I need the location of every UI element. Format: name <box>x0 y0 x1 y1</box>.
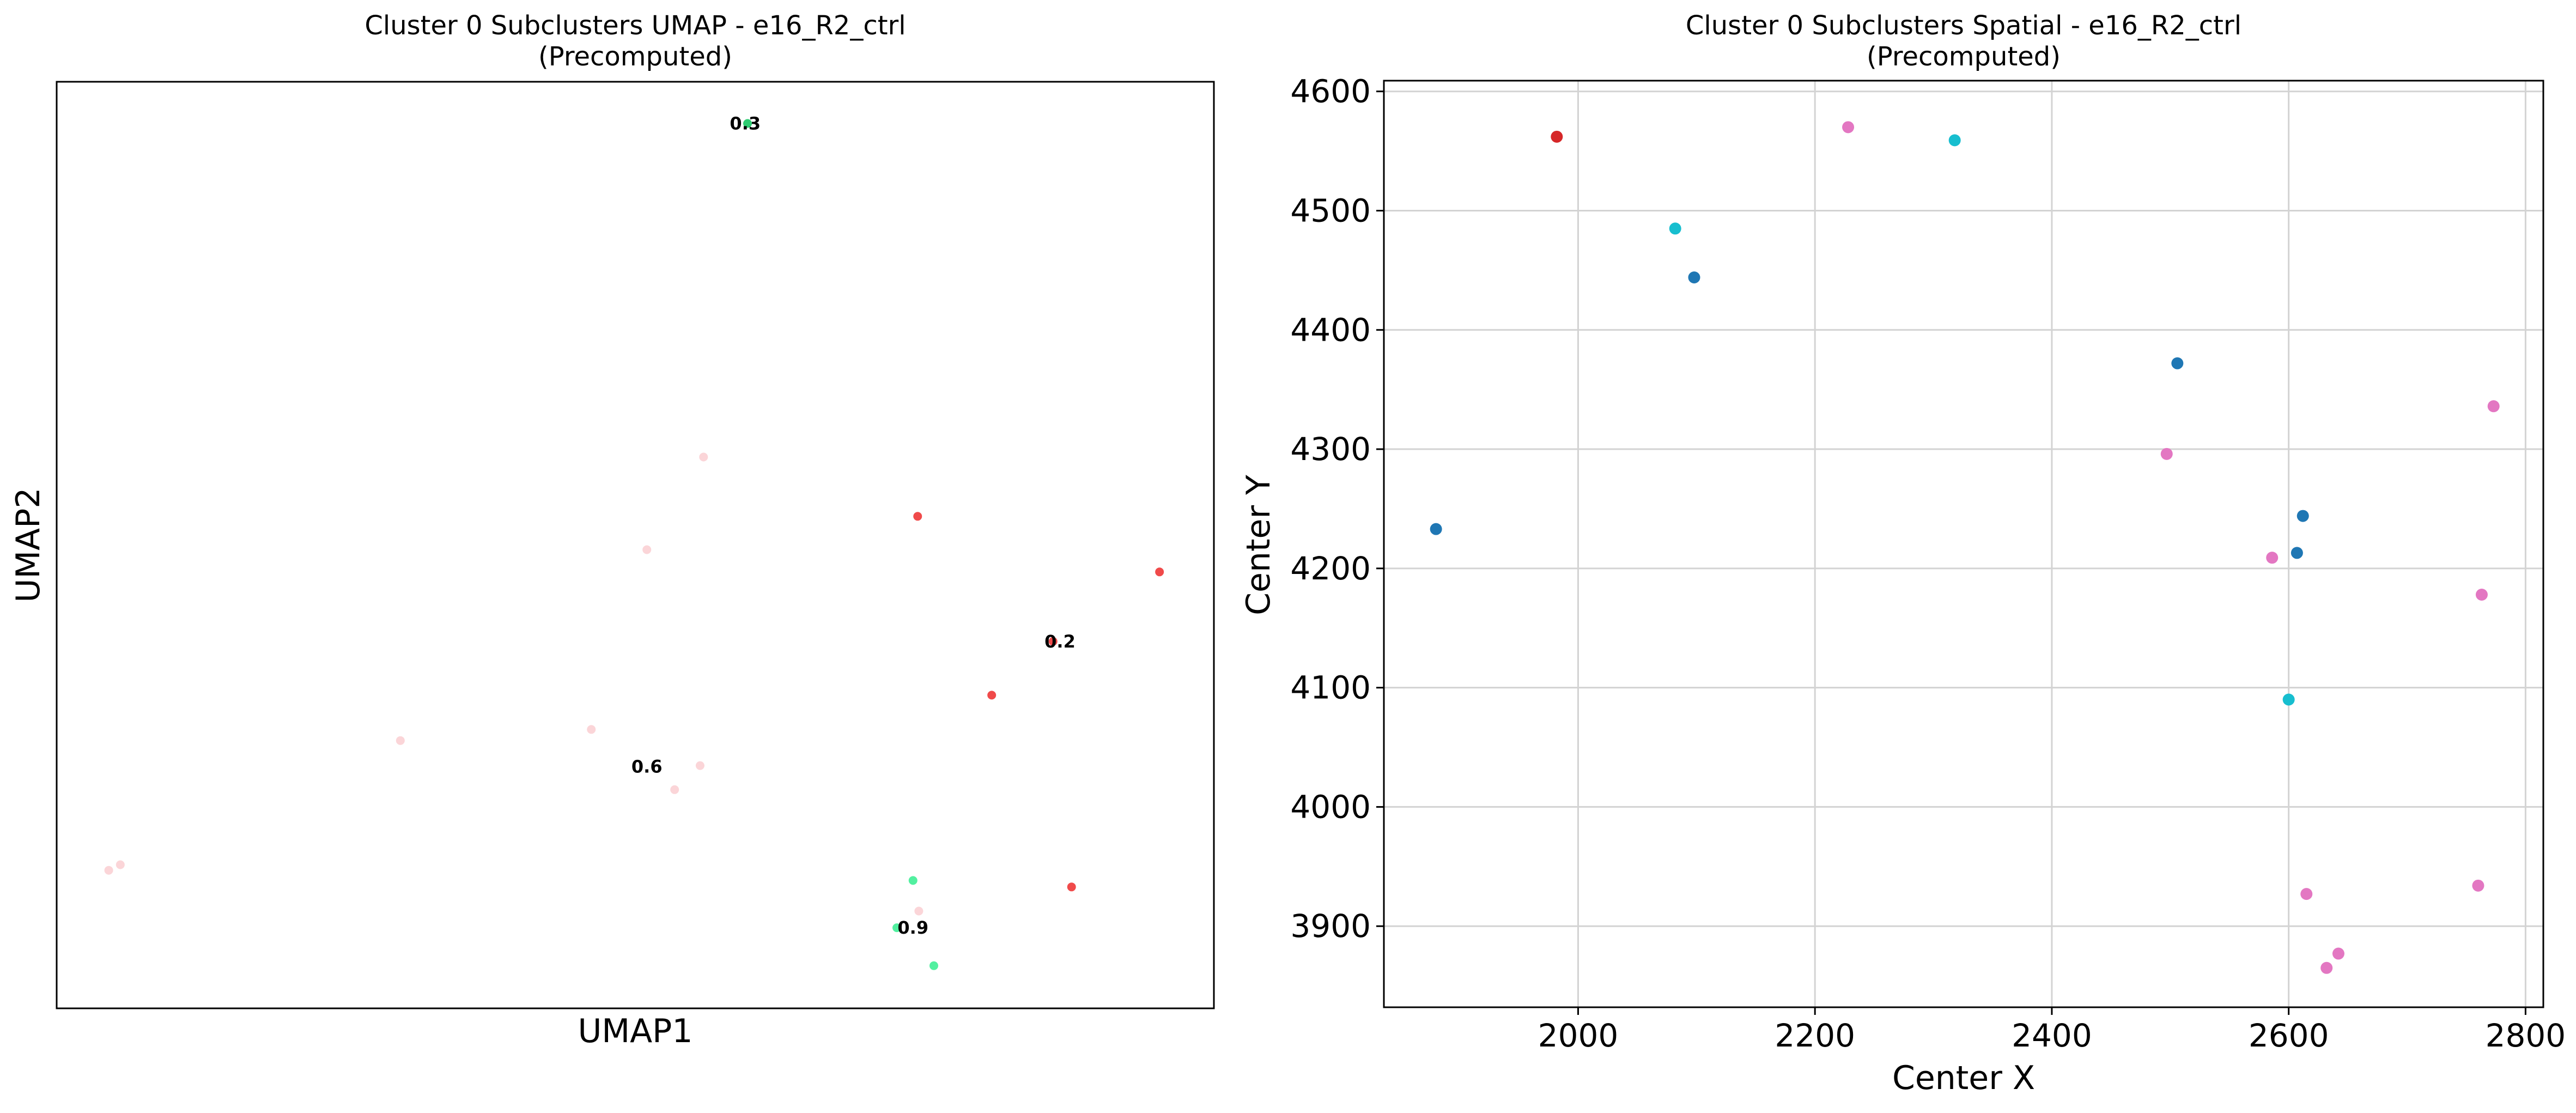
spatial-y-tick-label: 4500 <box>1290 192 1371 229</box>
spatial-point <box>1688 271 1700 284</box>
umap-cluster-label: 0.2 <box>1044 631 1076 652</box>
umap-point <box>695 761 704 770</box>
spatial-ticks: 2000 2200 2400 2600 2800 3900 4000 4100 4200 4300… <box>1290 73 2566 1054</box>
umap-panel: Cluster 0 Subclusters UMAP - e16_R2_ctrl… <box>9 10 1215 1050</box>
umap-point <box>1155 567 1164 577</box>
spatial-point <box>2332 947 2344 960</box>
spatial-point <box>2472 879 2484 892</box>
spatial-point <box>2160 447 2173 460</box>
spatial-point <box>2300 888 2313 900</box>
umap-point <box>913 512 922 521</box>
umap-point <box>892 923 902 933</box>
spatial-point <box>2320 961 2333 974</box>
spatial-point <box>1948 134 1961 147</box>
spatial-y-tick-label: 4000 <box>1290 788 1371 825</box>
umap-points <box>104 119 1164 970</box>
spatial-y-tick-label: 4200 <box>1290 550 1371 587</box>
umap-point <box>929 961 938 970</box>
spatial-point <box>2475 588 2488 601</box>
spatial-x-tick-label: 2400 <box>2012 1017 2092 1054</box>
umap-x-axis-label: UMAP1 <box>578 1012 692 1050</box>
umap-point <box>642 545 652 554</box>
spatial-title-line1: Cluster 0 Subclusters Spatial - e16_R2_c… <box>1686 10 2241 41</box>
umap-point <box>908 876 918 885</box>
spatial-grid <box>1384 81 2543 1007</box>
spatial-point <box>1842 121 1855 134</box>
spatial-point <box>2296 510 2309 522</box>
spatial-points <box>1430 121 2500 974</box>
spatial-x-tick-label: 2000 <box>1538 1017 1619 1054</box>
umap-point <box>116 860 125 869</box>
spatial-y-tick-label: 4100 <box>1290 669 1371 706</box>
spatial-point <box>2266 552 2279 564</box>
umap-point <box>699 452 708 462</box>
umap-point <box>1048 637 1058 646</box>
umap-plot-frame <box>56 81 1215 1009</box>
spatial-point <box>1430 523 1442 535</box>
spatial-x-tick-label: 2600 <box>2249 1017 2329 1054</box>
umap-title-line1: Cluster 0 Subclusters UMAP - e16_R2_ctrl <box>364 10 906 41</box>
spatial-point <box>1551 130 1563 143</box>
spatial-x-tick-label: 2800 <box>2486 1017 2566 1054</box>
spatial-title-line2: (Precomputed) <box>1867 41 2061 72</box>
spatial-plot-frame <box>1383 80 2544 1008</box>
umap-cluster-label: 0.6 <box>631 756 663 777</box>
spatial-y-axis-label: Center Y <box>1240 475 1278 615</box>
umap-y-axis-label: UMAP2 <box>9 487 47 602</box>
umap-point <box>587 725 596 734</box>
umap-point <box>1067 882 1076 892</box>
umap-annotations: 0.3 0.2 0.6 0.9 <box>631 113 1076 939</box>
spatial-x-tick-label: 2200 <box>1775 1017 1855 1054</box>
umap-point <box>104 866 113 875</box>
spatial-y-tick-label: 4300 <box>1290 431 1371 468</box>
spatial-y-tick-label: 3900 <box>1290 908 1371 945</box>
umap-point <box>743 119 752 128</box>
umap-point <box>396 736 405 745</box>
spatial-point <box>2487 400 2500 413</box>
spatial-point <box>1669 222 1681 235</box>
spatial-y-tick-label: 4400 <box>1290 311 1371 348</box>
umap-cluster-label: 0.9 <box>897 917 928 938</box>
umap-cluster-label: 0.3 <box>730 113 761 134</box>
umap-point <box>670 785 679 794</box>
spatial-point <box>2171 357 2184 370</box>
umap-title-line2: (Precomputed) <box>538 41 732 72</box>
spatial-y-tick-label: 4600 <box>1290 73 1371 110</box>
umap-point <box>914 906 924 916</box>
spatial-x-axis-label: Center X <box>1892 1059 2035 1097</box>
spatial-panel: Cluster 0 Subclusters Spatial - e16_R2_c… <box>1240 10 2566 1097</box>
spatial-point <box>2282 693 2295 706</box>
umap-point <box>987 691 997 700</box>
spatial-point <box>2291 547 2303 559</box>
